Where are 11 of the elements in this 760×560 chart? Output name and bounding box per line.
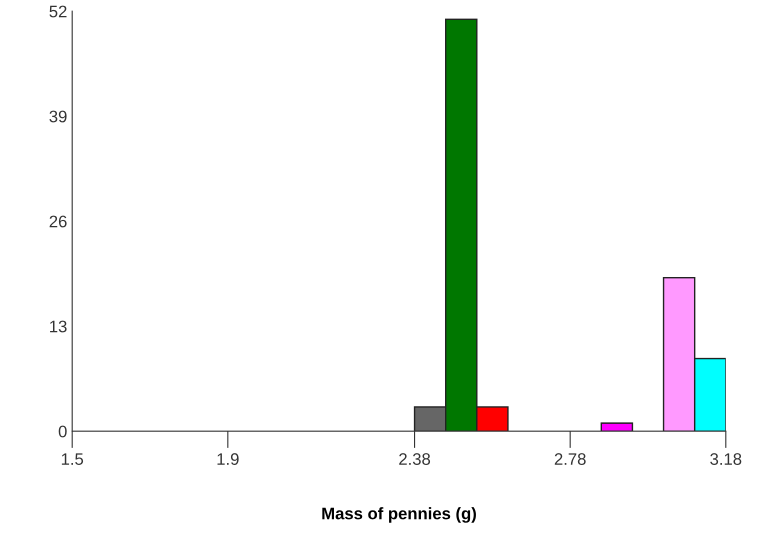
y-tick-label: 13 — [50, 320, 67, 332]
y-tick-label: 0 — [58, 426, 67, 438]
y-tick-label: 52 — [49, 6, 67, 18]
y-tick-label: 39 — [49, 110, 67, 122]
x-tick-label: 1.5 — [62, 453, 84, 465]
x-tick-label: 1.9 — [218, 453, 239, 465]
x-axis-title: Mass of pennies (g) — [322, 507, 476, 523]
x-tick-label: 3.18 — [710, 453, 742, 465]
y-tick-label: 26 — [50, 216, 67, 228]
x-tick-label: 2.38 — [399, 453, 430, 465]
x-tick-label: 2.78 — [554, 453, 586, 465]
